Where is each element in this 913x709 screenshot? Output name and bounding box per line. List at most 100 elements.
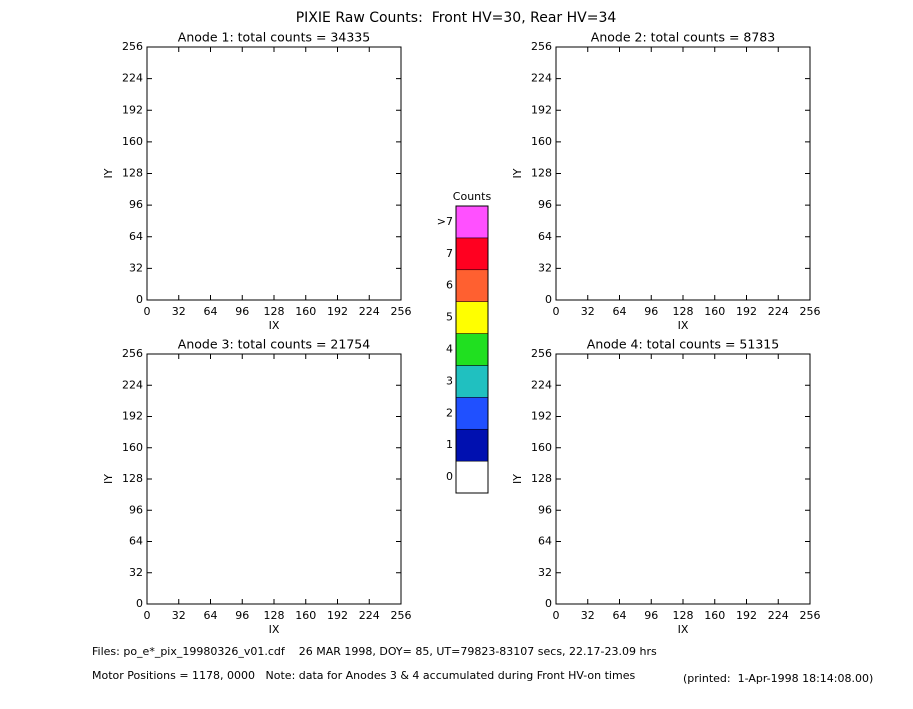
x-tick-label: 64 [204,305,218,318]
x-tick-label: 96 [644,609,658,622]
y-tick-label: 256 [122,347,143,360]
y-tick-label: 64 [538,535,552,548]
x-tick-label: 224 [359,305,380,318]
x-tick-label: 64 [613,305,627,318]
y-tick-label: 96 [538,503,552,516]
y-tick-label: 0 [136,293,143,306]
x-tick-label: 96 [235,609,249,622]
y-axis-label: IY [102,168,115,178]
y-tick-label: 0 [136,597,143,610]
y-tick-label: 32 [129,261,143,274]
x-tick-label: 160 [295,305,316,318]
x-tick-label: 256 [800,305,821,318]
y-tick-label: 96 [538,198,552,211]
colorbar-swatch [455,205,489,239]
colorbar-title: Counts [453,190,492,203]
y-tick-label: 32 [538,566,552,579]
y-tick-label: 96 [129,198,143,211]
x-tick-label: 160 [704,305,725,318]
y-tick-label: 32 [129,566,143,579]
panel-title: Anode 4: total counts = 51315 [587,337,779,352]
y-tick-label: 0 [545,597,552,610]
x-tick-label: 192 [736,305,757,318]
colorbar-label: >7 [437,215,453,228]
x-tick-label: 0 [553,305,560,318]
y-tick-label: 192 [122,103,143,116]
x-tick-label: 96 [235,305,249,318]
y-tick-label: 128 [531,472,552,485]
colorbar-label: 1 [446,438,453,451]
y-tick-label: 160 [122,441,143,454]
colorbar-frame [455,205,489,494]
plot-area [146,353,402,605]
y-tick-label: 192 [122,410,143,423]
x-tick-label: 128 [673,609,694,622]
y-tick-label: 160 [531,135,552,148]
panel-title: Anode 2: total counts = 8783 [591,30,775,45]
y-tick-label: 64 [129,230,143,243]
colorbar-label: 2 [446,406,453,419]
colorbar-swatch [455,397,489,430]
y-tick-label: 256 [531,40,552,53]
y-tick-label: 128 [531,167,552,180]
x-tick-label: 32 [581,305,595,318]
x-tick-label: 128 [264,305,285,318]
x-tick-label: 160 [295,609,316,622]
colorbar-label: 3 [446,374,453,387]
x-axis-label: IX [678,319,689,332]
colorbar-label: 5 [446,311,453,324]
x-tick-label: 256 [391,609,412,622]
x-tick-label: 128 [264,609,285,622]
colorbar-label: 7 [446,247,453,260]
x-tick-label: 160 [704,609,725,622]
x-axis-label: IX [269,319,280,332]
colorbar-swatch [455,269,489,302]
y-tick-label: 128 [122,472,143,485]
colorbar-swatch [455,333,489,366]
plot-area [555,46,811,301]
y-tick-label: 32 [538,261,552,274]
x-tick-label: 224 [359,609,380,622]
x-tick-label: 192 [736,609,757,622]
x-tick-label: 128 [673,305,694,318]
panel-title: Anode 3: total counts = 21754 [178,337,370,352]
x-axis-label: IX [269,623,280,636]
x-tick-label: 256 [391,305,412,318]
plot-area [146,46,402,301]
colorbar-label: 0 [446,470,453,483]
colorbar-swatch [455,428,489,462]
colorbar-swatch [455,460,489,494]
y-axis-label: IY [511,474,524,484]
x-tick-label: 0 [144,609,151,622]
footer-motor: Motor Positions = 1178, 0000 Note: data … [92,669,635,682]
x-tick-label: 64 [204,609,218,622]
x-tick-label: 32 [172,609,186,622]
x-tick-label: 192 [327,609,348,622]
x-axis-label: IX [678,623,689,636]
x-tick-label: 96 [644,305,658,318]
y-tick-label: 224 [531,72,552,85]
x-tick-label: 32 [172,305,186,318]
y-tick-label: 0 [545,293,552,306]
y-tick-label: 256 [122,40,143,53]
colorbar-swatch [455,365,489,398]
plot-area [555,353,811,605]
x-tick-label: 224 [768,305,789,318]
x-tick-label: 192 [327,305,348,318]
y-tick-label: 224 [122,72,143,85]
y-tick-label: 192 [531,103,552,116]
y-tick-label: 64 [538,230,552,243]
page-title: PIXIE Raw Counts: Front HV=30, Rear HV=3… [296,10,617,26]
x-tick-label: 224 [768,609,789,622]
y-tick-label: 128 [122,167,143,180]
y-tick-label: 224 [122,378,143,391]
colorbar-swatch [455,301,489,334]
y-tick-label: 64 [129,535,143,548]
y-tick-label: 160 [122,135,143,148]
y-axis-label: IY [102,474,115,484]
colorbar-label: 4 [446,343,453,356]
x-tick-label: 256 [800,609,821,622]
x-tick-label: 0 [553,609,560,622]
y-tick-label: 224 [531,378,552,391]
